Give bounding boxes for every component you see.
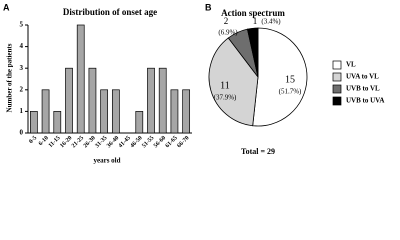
total-label: Total = 29 [241, 147, 275, 156]
panel-label: B [205, 2, 212, 12]
bar [65, 67, 73, 134]
y-tick-label: 3 [20, 64, 24, 72]
x-tick-label: 26-30 [83, 135, 97, 149]
x-tick-label: 51-55 [141, 135, 155, 149]
x-tick-label: 31-35 [94, 135, 108, 149]
x-tick-label: 21-25 [71, 135, 85, 149]
y-tick-label: 5 [20, 21, 24, 29]
percent-label: (51.7%) [279, 88, 302, 96]
percent-label: (3.4%) [261, 18, 281, 26]
y-tick-label: 0 [20, 129, 24, 137]
x-tick-label: 66-70 [176, 135, 190, 149]
bar [158, 67, 167, 134]
x-tick-label: 56-60 [153, 135, 167, 149]
y-tick-label: 4 [20, 42, 24, 50]
y-tick-label: 1 [20, 107, 24, 115]
value-label: 1 [253, 16, 258, 26]
bar [41, 89, 50, 134]
legend-swatch [332, 84, 342, 94]
pie-slice [252, 27, 308, 127]
x-tick-label: 41-45 [118, 135, 132, 149]
value-label: 11 [220, 80, 230, 91]
x-tick-label: 16-20 [59, 135, 73, 149]
bar [53, 111, 62, 134]
bar [29, 111, 38, 134]
chart-title: Distribution of onset age [63, 7, 157, 17]
bar [88, 67, 97, 134]
percent-label: (6.9%) [218, 29, 238, 37]
panel-label: A [3, 2, 10, 12]
y-axis-label: Number of the patients [6, 43, 14, 112]
x-tick-label: 36-40 [106, 135, 120, 149]
figure: A B Distribution of onset age years old … [3, 2, 384, 165]
legend-swatch [332, 96, 342, 106]
bar [76, 24, 85, 134]
legend-label: VL [346, 61, 356, 69]
legend-swatch [332, 72, 342, 82]
bar [100, 89, 109, 134]
bar [111, 89, 120, 134]
x-tick-label: 0-5 [28, 135, 38, 145]
pie-slice [246, 27, 259, 78]
x-axis-label: years old [93, 157, 120, 165]
value-label: 15 [285, 74, 295, 85]
legend-label: UVB to VL [346, 85, 380, 93]
bar [135, 111, 144, 134]
bar [170, 89, 179, 134]
pie-slice [208, 37, 259, 127]
chart-title: Action spectrum [221, 8, 285, 18]
bar [147, 67, 155, 134]
x-tick-label: 11-15 [48, 135, 62, 149]
bar [182, 89, 191, 134]
value-label: 2 [224, 16, 229, 26]
y-tick-label: 2 [20, 85, 24, 93]
x-tick-label: 46-50 [130, 135, 144, 149]
x-tick-label: 61-65 [165, 135, 179, 149]
legend-label: UVB to UVA [346, 97, 384, 105]
percent-label: (37.9%) [214, 94, 237, 102]
legend-label: UVA to VL [346, 73, 379, 81]
legend-swatch [332, 60, 342, 70]
